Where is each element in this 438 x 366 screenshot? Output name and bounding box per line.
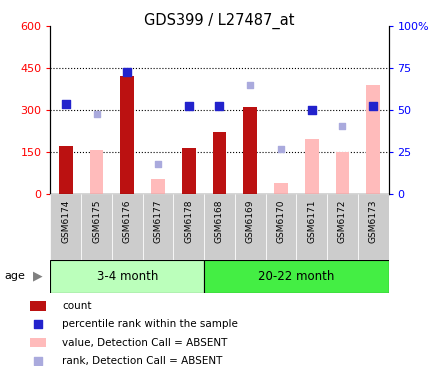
Point	[35, 358, 42, 364]
Bar	[265, 194, 296, 260]
Text: GSM6170: GSM6170	[276, 199, 285, 243]
Bar	[89, 150, 103, 194]
Bar	[296, 194, 326, 260]
Point	[307, 108, 314, 113]
Bar	[204, 194, 234, 260]
Point	[93, 111, 100, 117]
Bar	[181, 148, 195, 194]
Text: GSM6177: GSM6177	[153, 199, 162, 243]
Bar	[326, 194, 357, 260]
Text: percentile rank within the sample: percentile rank within the sample	[62, 319, 238, 329]
Bar	[81, 194, 112, 260]
Bar	[112, 194, 142, 260]
Bar	[304, 139, 318, 194]
Text: count: count	[62, 301, 92, 311]
Point	[62, 101, 69, 107]
Point	[154, 161, 161, 167]
Text: 20-22 month: 20-22 month	[258, 270, 334, 283]
Text: GSM6178: GSM6178	[184, 199, 193, 243]
Bar	[30, 338, 46, 347]
Text: 3-4 month: 3-4 month	[96, 270, 158, 283]
Text: GSM6173: GSM6173	[368, 199, 377, 243]
Text: rank, Detection Call = ABSENT: rank, Detection Call = ABSENT	[62, 356, 222, 366]
Bar	[273, 183, 287, 194]
Bar	[173, 194, 204, 260]
Point	[246, 82, 253, 87]
Bar	[335, 153, 349, 194]
Bar	[151, 179, 165, 194]
Point	[35, 321, 42, 327]
Bar	[243, 107, 257, 194]
Text: GSM6169: GSM6169	[245, 199, 254, 243]
Point	[215, 102, 223, 108]
Bar	[50, 260, 204, 293]
Point	[277, 146, 284, 152]
Bar	[59, 146, 73, 194]
Point	[369, 102, 376, 108]
Bar	[357, 194, 388, 260]
Text: GSM6174: GSM6174	[61, 199, 70, 243]
Text: GSM6172: GSM6172	[337, 199, 346, 243]
Text: GSM6176: GSM6176	[123, 199, 131, 243]
Point	[185, 103, 192, 109]
Bar	[30, 301, 46, 311]
Text: value, Detection Call = ABSENT: value, Detection Call = ABSENT	[62, 337, 227, 348]
Bar	[234, 194, 265, 260]
Text: GSM6171: GSM6171	[307, 199, 315, 243]
Point	[124, 69, 131, 75]
Text: GDS399 / L27487_at: GDS399 / L27487_at	[144, 13, 294, 29]
Point	[338, 123, 345, 129]
Bar	[212, 132, 226, 194]
Text: ▶: ▶	[33, 270, 42, 283]
Text: age: age	[4, 271, 25, 281]
Text: GSM6175: GSM6175	[92, 199, 101, 243]
Bar	[50, 194, 81, 260]
Bar	[365, 85, 379, 194]
Bar	[142, 194, 173, 260]
Text: GSM6168: GSM6168	[215, 199, 223, 243]
Bar	[120, 76, 134, 194]
Bar	[204, 260, 388, 293]
